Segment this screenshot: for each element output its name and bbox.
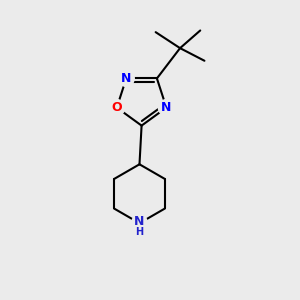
Text: O: O bbox=[112, 101, 122, 114]
Circle shape bbox=[109, 100, 125, 116]
Text: H: H bbox=[135, 226, 143, 237]
Text: N: N bbox=[121, 72, 131, 85]
Circle shape bbox=[131, 215, 148, 231]
Text: N: N bbox=[134, 214, 145, 228]
Circle shape bbox=[118, 70, 134, 86]
Text: N: N bbox=[161, 101, 172, 114]
Circle shape bbox=[158, 100, 174, 116]
